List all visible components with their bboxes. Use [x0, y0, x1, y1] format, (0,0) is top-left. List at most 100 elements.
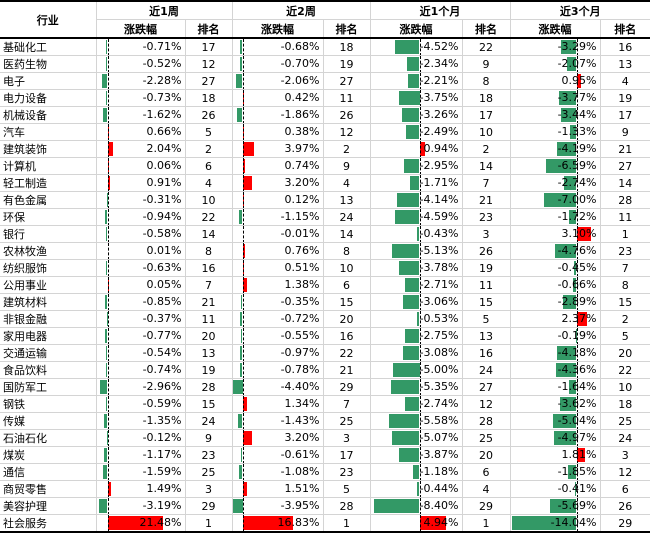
change-cell-w2: 3.20% [232, 175, 323, 192]
negative-bar [408, 74, 420, 88]
rank-value: 23 [323, 464, 370, 481]
change-cell-w2: -4.40% [232, 379, 323, 396]
rank-value: 15 [323, 294, 370, 311]
change-cell-m1: -4.14% [370, 192, 462, 209]
change-cell-w2: 16.83% [232, 515, 323, 533]
rank-value: 19 [323, 56, 370, 73]
rank-value: 12 [600, 464, 650, 481]
change-value: -0.31% [143, 192, 182, 208]
change-value: -3.75% [420, 90, 459, 106]
rank-value: 1 [462, 515, 510, 533]
change-value: -0.77% [143, 328, 182, 344]
change-value: -5.13% [420, 243, 459, 259]
change-value: -1.85% [558, 464, 597, 480]
change-cell-m1: -5.35% [370, 379, 462, 396]
change-cell-m1: -3.87% [370, 447, 462, 464]
rank-value: 4 [323, 175, 370, 192]
change-value: -4.18% [558, 345, 597, 361]
change-cell-m1: -4.52% [370, 38, 462, 56]
zero-axis-line [108, 209, 109, 226]
negative-bar [233, 380, 243, 394]
rank-value: 9 [185, 430, 232, 447]
change-cell-w1: 21.48% [96, 515, 185, 533]
change-value: -4.59% [420, 209, 459, 225]
rank-value: 24 [323, 209, 370, 226]
change-cell-m1: -2.95% [370, 158, 462, 175]
change-cell-m3: -5.69% [510, 498, 600, 515]
change-cell-w1: -3.19% [96, 498, 185, 515]
rank-value: 2 [462, 141, 510, 158]
change-value: 1.34% [285, 396, 320, 412]
rank-value: 25 [600, 413, 650, 430]
rank-value: 20 [185, 328, 232, 345]
change-value: -0.97% [281, 345, 320, 361]
table-row: 机械设备-1.62%26-1.86%26-3.26%17-3.44%17 [0, 107, 650, 124]
change-cell-m3: -14.04% [510, 515, 600, 533]
industry-name: 银行 [0, 226, 96, 243]
change-cell-w1: -0.59% [96, 396, 185, 413]
negative-bar [403, 346, 420, 360]
change-value: -3.19% [143, 498, 182, 514]
change-cell-m1: -0.44% [370, 481, 462, 498]
change-cell-m3: -1.33% [510, 124, 600, 141]
rank-value: 13 [185, 345, 232, 362]
rank-value: 19 [185, 362, 232, 379]
change-cell-m1: -3.08% [370, 345, 462, 362]
change-value: -0.61% [281, 447, 320, 463]
change-value: -4.40% [281, 379, 320, 395]
rank-value: 4 [600, 73, 650, 90]
change-value: -2.06% [281, 73, 320, 89]
rank-value: 18 [323, 38, 370, 56]
change-cell-m3: 0.95% [510, 73, 600, 90]
change-value: 0.05% [147, 277, 182, 293]
rank-value: 14 [462, 158, 510, 175]
change-value: 2.37% [562, 311, 597, 327]
table-row: 传媒-1.35%24-1.43%25-5.58%28-5.04%25 [0, 413, 650, 430]
change-cell-m1: -1.71% [370, 175, 462, 192]
industry-name: 食品饮料 [0, 362, 96, 379]
negative-bar [405, 397, 420, 411]
change-value: -3.44% [558, 107, 597, 123]
change-cell-m3: -5.04% [510, 413, 600, 430]
change-cell-m1: -4.59% [370, 209, 462, 226]
change-value: -8.40% [420, 498, 459, 514]
change-value: -1.64% [558, 379, 597, 395]
change-value: 3.97% [285, 141, 320, 157]
change-cell-w1: -0.12% [96, 430, 185, 447]
change-value: -1.17% [143, 447, 182, 463]
change-value: 0.94% [424, 141, 459, 157]
rank-value: 2 [185, 141, 232, 158]
change-cell-m1: -3.75% [370, 90, 462, 107]
negative-bar [397, 193, 419, 207]
rank-value: 8 [323, 243, 370, 260]
negative-bar [392, 431, 419, 445]
change-cell-m1: -0.43% [370, 226, 462, 243]
change-value: 3.10% [562, 226, 597, 242]
header-row-metrics: 涨跌幅 排名 涨跌幅 排名 涨跌幅 排名 涨跌幅 排名 [0, 20, 650, 39]
industry-name: 计算机 [0, 158, 96, 175]
rank-value: 23 [185, 447, 232, 464]
change-value: 0.95% [562, 73, 597, 89]
rank-value: 6 [323, 277, 370, 294]
change-cell-w1: -0.85% [96, 294, 185, 311]
rank-value: 14 [185, 226, 232, 243]
rank-value: 13 [462, 328, 510, 345]
zero-axis-line [108, 158, 109, 175]
rank-value: 12 [185, 56, 232, 73]
change-value: -0.70% [281, 56, 320, 72]
change-cell-m3: 3.10% [510, 226, 600, 243]
zero-axis-line [108, 447, 109, 464]
change-value: 3.20% [285, 175, 320, 191]
industry-name: 石油石化 [0, 430, 96, 447]
rank-value: 24 [185, 413, 232, 430]
zero-axis-line [108, 124, 109, 141]
change-cell-w2: 0.12% [232, 192, 323, 209]
change-cell-m3: -0.41% [510, 481, 600, 498]
change-value: -0.63% [143, 260, 182, 276]
change-cell-m1: -2.49% [370, 124, 462, 141]
zero-axis-line [243, 464, 244, 481]
change-value: -3.77% [558, 90, 597, 106]
change-value: -2.74% [558, 175, 597, 191]
